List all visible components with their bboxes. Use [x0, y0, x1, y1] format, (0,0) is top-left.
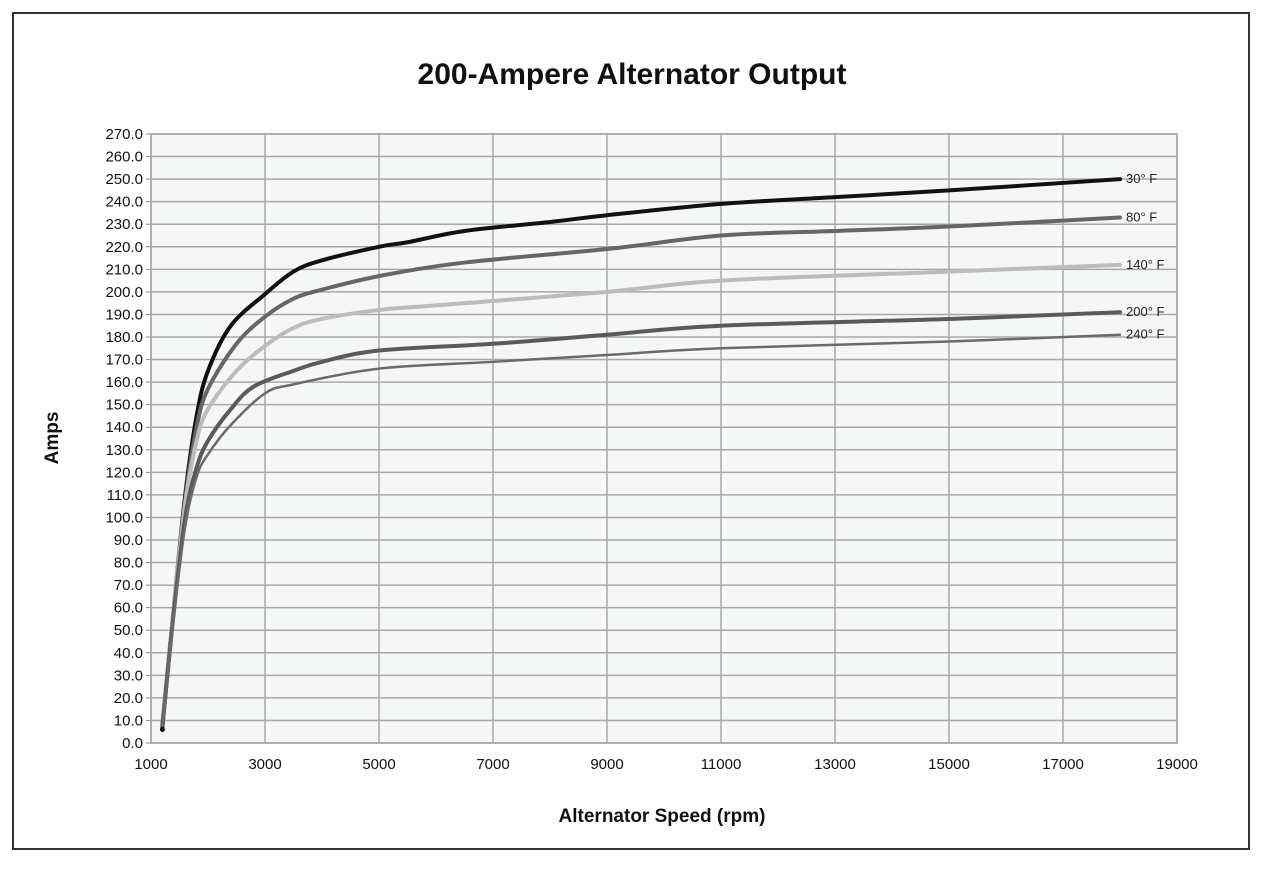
x-tick-label: 3000	[248, 756, 281, 773]
y-tick-label: 170.0	[105, 352, 143, 369]
y-tick-label: 30.0	[114, 667, 143, 684]
series-label: 240° F	[1126, 327, 1165, 342]
y-tick-label: 240.0	[105, 194, 143, 211]
series-label: 30° F	[1126, 171, 1157, 186]
y-tick-label: 150.0	[105, 397, 143, 414]
series-line	[160, 310, 1122, 727]
chart-title: 200-Ampere Alternator Output	[418, 58, 847, 91]
x-tick-label: 5000	[362, 756, 395, 773]
y-tick-label: 130.0	[105, 442, 143, 459]
y-tick-label: 120.0	[105, 464, 143, 481]
y-tick-label: 60.0	[114, 600, 143, 617]
x-tick-label: 19000	[1156, 756, 1198, 773]
x-tick-label: 1000	[134, 756, 167, 773]
series-line	[160, 262, 1122, 727]
series-line	[161, 333, 1122, 727]
x-tick-label: 9000	[590, 756, 623, 773]
y-tick-label: 190.0	[105, 306, 143, 323]
y-tick-label: 0.0	[122, 735, 143, 752]
y-tick-label: 20.0	[114, 690, 143, 707]
y-tick-label: 140.0	[105, 419, 143, 436]
series-label: 200° F	[1126, 304, 1165, 319]
y-tick-label: 40.0	[114, 645, 143, 662]
x-tick-label: 7000	[476, 756, 509, 773]
series-label: 80° F	[1126, 209, 1157, 224]
x-axis-label: Alternator Speed (rpm)	[559, 806, 766, 827]
y-tick-label: 90.0	[114, 532, 143, 549]
y-tick-label: 80.0	[114, 555, 143, 572]
y-tick-label: 210.0	[105, 261, 143, 278]
y-tick-label: 230.0	[105, 216, 143, 233]
y-tick-label: 10.0	[114, 712, 143, 729]
y-tick-label: 270.0	[105, 126, 143, 143]
y-tick-label: 180.0	[105, 329, 143, 346]
y-tick-label: 200.0	[105, 284, 143, 301]
y-tick-label: 250.0	[105, 171, 143, 188]
x-tick-label: 17000	[1042, 756, 1084, 773]
y-tick-label: 50.0	[114, 622, 143, 639]
chart-frame	[12, 12, 1250, 850]
plot-area	[150, 133, 1178, 744]
x-tick-label: 13000	[814, 756, 856, 773]
series-label: 140° F	[1126, 257, 1165, 272]
start-point-marker	[159, 726, 165, 732]
y-axis-label: Amps	[42, 412, 63, 465]
y-tick-label: 260.0	[105, 149, 143, 166]
y-tick-label: 160.0	[105, 374, 143, 391]
x-tick-label: 15000	[928, 756, 970, 773]
y-tick-label: 70.0	[114, 577, 143, 594]
y-tick-label: 220.0	[105, 239, 143, 256]
y-tick-label: 100.0	[105, 509, 143, 526]
x-tick-label: 11000	[701, 756, 742, 773]
y-tick-label: 110.0	[107, 487, 143, 504]
